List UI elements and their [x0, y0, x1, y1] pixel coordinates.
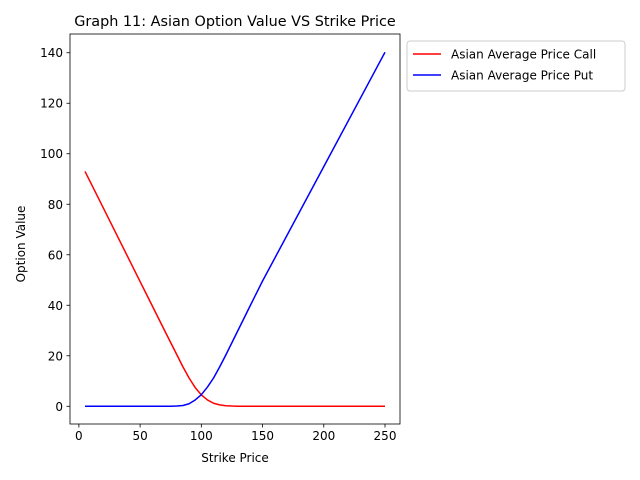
x-tick-label: 200	[312, 429, 335, 443]
series-line-1	[85, 51, 386, 408]
x-tick-label: 250	[374, 429, 397, 443]
plot-area: 0 50 100 150 200 250 0 20 40 60 80 100 120 140	[40, 33, 401, 443]
y-axis-label: Option Value	[14, 206, 28, 283]
y-tick-label: 140	[40, 46, 63, 60]
x-tick-label: 100	[190, 429, 213, 443]
y-tick-label: 20	[48, 349, 63, 363]
x-tick-label: 150	[251, 429, 274, 443]
y-tick-label: 100	[40, 147, 63, 161]
y-tick-label: 120	[40, 97, 63, 111]
y-tick-label: 0	[55, 400, 63, 414]
legend: Asian Average Price Call Asian Average Pr…	[406, 40, 626, 92]
series-line-0	[84, 171, 385, 408]
axes-frame	[69, 33, 401, 425]
x-axis-label: Strike Price	[201, 451, 269, 465]
y-tick-label: 40	[48, 299, 63, 313]
x-tick-label: 50	[132, 429, 147, 443]
y-tick-label: 80	[48, 198, 63, 212]
legend-label-1: Asian Average Price Put	[451, 69, 593, 83]
legend-frame	[406, 40, 626, 92]
x-tick-label: 0	[75, 429, 83, 443]
y-tick-label: 60	[48, 248, 63, 262]
legend-label-0: Asian Average Price Call	[451, 48, 596, 62]
chart-title: Graph 11: Asian Option Value VS Strike P…	[74, 14, 396, 30]
